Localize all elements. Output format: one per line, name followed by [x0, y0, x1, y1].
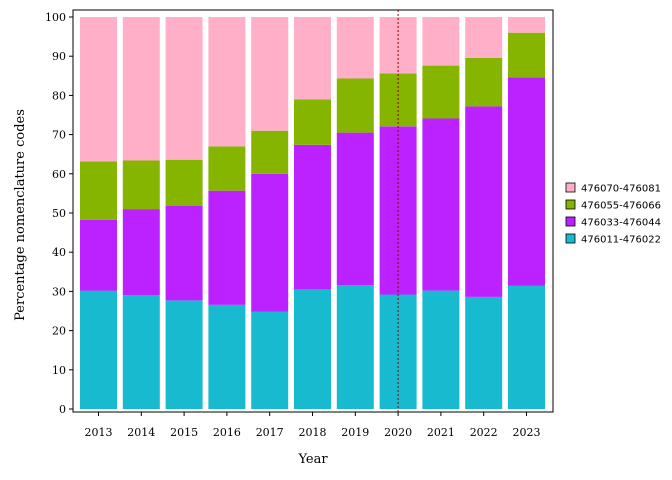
y-tick-label: 40	[52, 246, 66, 259]
y-axis-title: Percentage nomenclature codes	[13, 109, 28, 321]
bar-segment-2021-series-1	[422, 118, 460, 291]
y-tick-label: 20	[52, 325, 66, 338]
legend-label: 476033-476044	[581, 218, 661, 229]
bar-segment-2014-series-2	[122, 160, 160, 210]
x-tick-label: 2021	[427, 426, 455, 439]
bar-segment-2013-series-3	[80, 17, 117, 162]
y-tick-label: 90	[52, 50, 66, 63]
y-tick-label: 10	[52, 364, 66, 377]
legend-label: 476070-476081	[581, 184, 661, 195]
bar-segment-2013-series-0	[80, 290, 117, 409]
bar-segment-2014-series-0	[122, 295, 160, 409]
x-tick-label: 2016	[213, 426, 241, 439]
legend-key	[565, 233, 576, 244]
x-tick-label: 2018	[299, 426, 327, 439]
legend-key	[565, 182, 576, 193]
x-tick-label: 2020	[384, 426, 412, 439]
y-tick-label: 80	[52, 89, 66, 102]
bar-segment-2023-series-0	[508, 285, 545, 409]
x-tick-label: 2014	[127, 426, 155, 439]
bar-segment-2017-series-0	[251, 311, 289, 409]
bar-segment-2022-series-1	[465, 106, 503, 297]
bar-segment-2017-series-2	[251, 130, 289, 174]
bar-segment-2015-series-3	[165, 17, 203, 160]
x-axis-title: Year	[297, 452, 328, 467]
bar-segment-2023-series-2	[508, 32, 545, 78]
bar-segment-2019-series-2	[336, 78, 374, 133]
legend-label: 476055-476066	[581, 201, 661, 212]
bar-segment-2016-series-2	[208, 146, 246, 191]
bar-segment-2021-series-3	[422, 17, 460, 66]
bar-segment-2013-series-1	[80, 219, 117, 291]
x-tick-label: 2019	[341, 426, 369, 439]
y-tick-label: 60	[52, 168, 66, 181]
bar-segment-2018-series-3	[294, 17, 331, 100]
bar-segment-2023-series-1	[508, 77, 545, 286]
x-tick-label: 2015	[170, 426, 198, 439]
bar-segment-2013-series-2	[80, 161, 117, 220]
bar-segment-2017-series-1	[251, 173, 289, 312]
bar-segment-2022-series-3	[465, 17, 503, 58]
bar-segment-2019-series-1	[336, 132, 374, 286]
bar-segment-2020-series-3	[379, 17, 417, 74]
bar-segment-2014-series-3	[122, 17, 160, 161]
bar-segment-2015-series-2	[165, 159, 203, 206]
x-tick-label: 2023	[513, 426, 541, 439]
bar-segment-2022-series-0	[465, 296, 503, 409]
bar-segment-2021-series-2	[422, 65, 460, 119]
bar-segment-2023-series-3	[508, 17, 545, 33]
bar-segment-2016-series-1	[208, 190, 246, 305]
y-tick-label: 50	[52, 207, 66, 220]
bar-segment-2016-series-0	[208, 304, 246, 409]
bar-segment-2019-series-3	[336, 17, 374, 79]
bar-segment-2021-series-0	[422, 290, 460, 409]
bar-segment-2017-series-3	[251, 17, 289, 131]
bar-segment-2018-series-2	[294, 99, 331, 145]
bar-segment-2019-series-0	[336, 285, 374, 409]
legend-key	[565, 199, 576, 210]
y-tick-label: 100	[45, 11, 66, 24]
x-tick-label: 2013	[85, 426, 113, 439]
y-tick-label: 70	[52, 129, 66, 142]
x-axis: 2013 2014 2015 2016 2017 2018 2019 2020 2021 2022…	[85, 412, 541, 439]
bar-segment-2022-series-2	[465, 57, 503, 107]
y-tick-label: 0	[59, 403, 66, 416]
legend-label: 476011-476022	[581, 235, 661, 246]
x-tick-label: 2017	[256, 426, 284, 439]
bars-group	[80, 17, 545, 409]
bar-segment-2014-series-1	[122, 209, 160, 296]
legend-key	[565, 216, 576, 227]
x-tick-label: 2022	[470, 426, 498, 439]
legend: 476070-476081 476055-476066 476033-476044 4…	[565, 182, 661, 246]
bar-segment-2018-series-0	[294, 289, 331, 409]
y-axis: 0 10 20 30 40 50 60 70 80 90 100	[45, 11, 73, 416]
bar-segment-2015-series-0	[165, 300, 203, 409]
y-tick-label: 30	[52, 285, 66, 298]
bar-segment-2016-series-3	[208, 17, 246, 147]
bar-segment-2018-series-1	[294, 144, 331, 290]
bar-segment-2015-series-1	[165, 205, 203, 301]
